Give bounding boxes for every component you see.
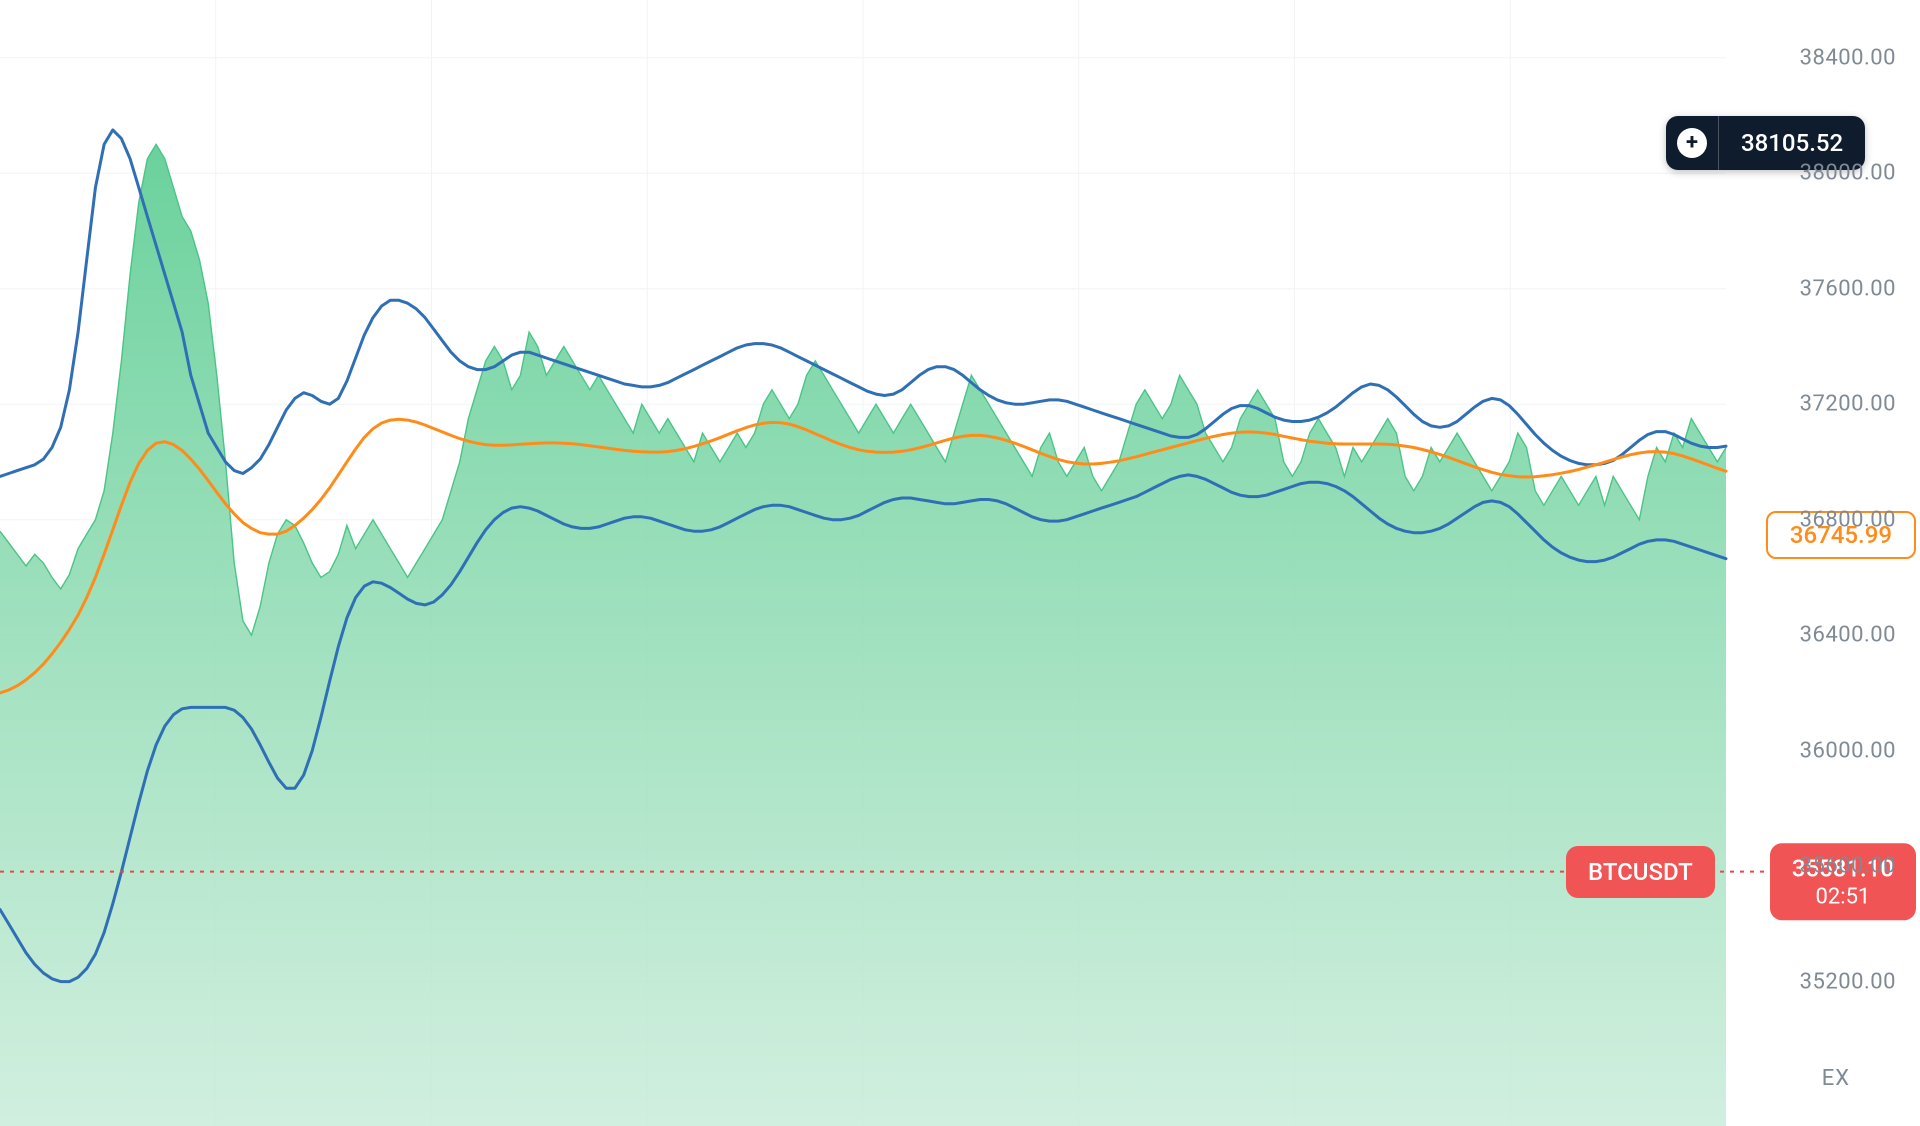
y-axis-tick-label: 35600.00	[1800, 854, 1896, 879]
y-axis-tick-label: 36800.00	[1800, 507, 1896, 532]
order-countdown-value: 02:51	[1792, 883, 1894, 911]
y-axis-tick-label: 37600.00	[1800, 276, 1896, 301]
y-axis-tick-label: 35200.00	[1800, 969, 1896, 994]
add-alert-button[interactable]: +	[1666, 116, 1719, 170]
y-axis-tick-label: 36400.00	[1800, 623, 1896, 648]
price-chart[interactable]: + 38105.52 36745.99 BTCUSDT 35581.10 02:…	[0, 0, 1920, 1126]
pair-symbol: BTCUSDT	[1588, 858, 1693, 886]
y-axis-tick-label: 36000.00	[1800, 738, 1896, 763]
y-axis-tick-label: 37200.00	[1800, 392, 1896, 417]
y-axis-tick-label: 38000.00	[1800, 161, 1896, 186]
pair-label-badge[interactable]: BTCUSDT	[1566, 846, 1715, 898]
chart-canvas[interactable]	[0, 0, 1920, 1126]
plus-icon: +	[1677, 128, 1707, 158]
exchange-label: EX	[1822, 1066, 1850, 1091]
y-axis-tick-label: 38400.00	[1800, 45, 1896, 70]
